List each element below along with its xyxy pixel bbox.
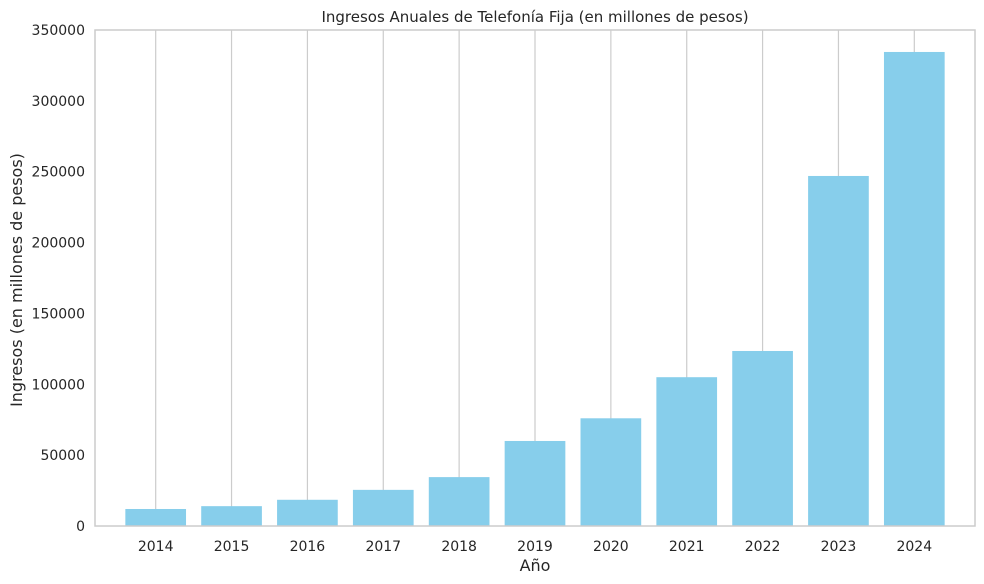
y-tick-label: 300000	[32, 94, 85, 110]
bar-2014	[125, 508, 187, 526]
y-tick-label: 200000	[32, 236, 85, 252]
chart-title: Ingresos Anuales de Telefonía Fija (en m…	[321, 8, 748, 26]
x-tick-label: 2023	[821, 539, 857, 555]
x-tick-label: 2022	[745, 539, 781, 555]
bar-2018	[428, 477, 490, 526]
bar-2019	[504, 440, 566, 526]
x-tick-label: 2019	[517, 539, 553, 555]
bar-2016	[277, 499, 338, 526]
x-tick-label: 2020	[593, 539, 629, 555]
x-tick-label: 2016	[290, 539, 326, 555]
bar-2020	[580, 418, 642, 526]
bar-2015	[201, 506, 262, 526]
x-tick-label: 2014	[138, 539, 174, 555]
y-tick-label: 50000	[40, 448, 85, 464]
bar-2023	[808, 175, 869, 527]
y-tick-label: 350000	[32, 23, 85, 39]
x-tick-label: 2015	[214, 539, 250, 555]
x-tick-label: 2021	[669, 539, 705, 555]
bar-2022	[732, 350, 793, 526]
bars	[125, 51, 945, 527]
y-tick-label: 100000	[32, 377, 85, 393]
bar-2024	[883, 51, 945, 527]
bar-2017	[352, 489, 414, 526]
y-tick-label: 0	[76, 519, 85, 535]
x-axis-ticks: 2014 2015 2016 2017 2018 2019 2020 2021 2022 2023…	[138, 539, 932, 555]
x-tick-label: 2017	[365, 539, 401, 555]
y-tick-label: 250000	[32, 165, 85, 181]
x-tick-label: 2024	[896, 539, 932, 555]
x-tick-label: 2018	[441, 539, 477, 555]
plot-area-frame	[94, 29, 976, 527]
y-tick-label: 150000	[32, 306, 85, 322]
bar-2021	[656, 377, 718, 526]
y-axis-ticks: 0 50000 100000 150000 200000 250000 300000 3500…	[32, 23, 85, 535]
y-axis-title: Ingresos (en millones de pesos)	[7, 153, 26, 407]
x-axis-title: Año	[520, 556, 551, 575]
